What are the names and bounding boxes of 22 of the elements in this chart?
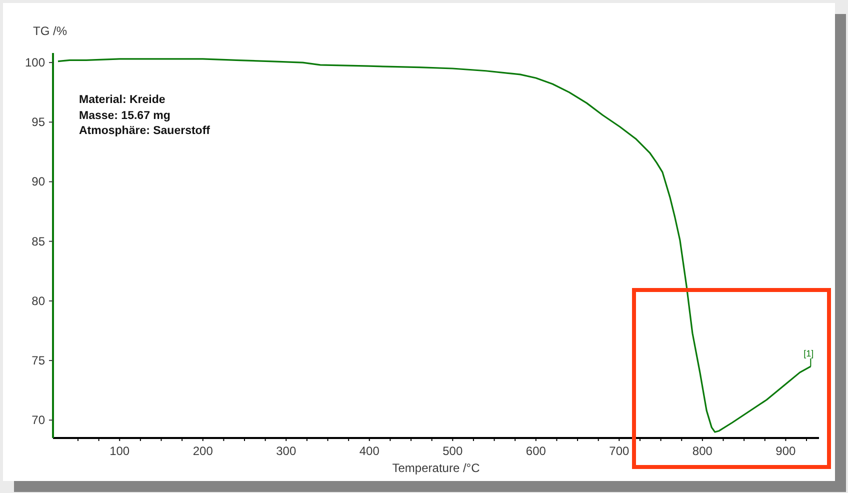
- annotation: Material: Kreide: [79, 93, 166, 108]
- annotation: [1]: [804, 348, 814, 358]
- y-axis-title: TG /%: [33, 24, 68, 38]
- x-axis-title: Temperature /°C: [392, 461, 480, 475]
- x-tick-label: 400: [359, 444, 380, 458]
- x-tick-label: 500: [442, 444, 463, 458]
- x-tick-label: 600: [526, 444, 546, 458]
- y-tick-label: 100: [24, 56, 46, 70]
- y-tick-label: 95: [32, 115, 46, 130]
- x-tick-label: 900: [776, 444, 796, 458]
- x-tick-label: 300: [276, 444, 296, 458]
- y-tick-label: 85: [32, 234, 46, 248]
- y-tick-label: 90: [32, 174, 46, 189]
- y-tick-label: 75: [32, 354, 46, 368]
- x-tick-label: 200: [192, 444, 214, 458]
- annotation: Masse: 15.67 mg: [79, 108, 172, 124]
- x-tick-label: 700: [609, 444, 630, 458]
- x-tick-label: 800: [692, 444, 713, 458]
- y-tick-label: 80: [32, 294, 46, 308]
- y-tick-label: 70: [32, 413, 46, 428]
- x-tick-label: 100: [110, 444, 130, 458]
- annotation: Atmosphäre: Sauerstoff: [79, 124, 210, 140]
